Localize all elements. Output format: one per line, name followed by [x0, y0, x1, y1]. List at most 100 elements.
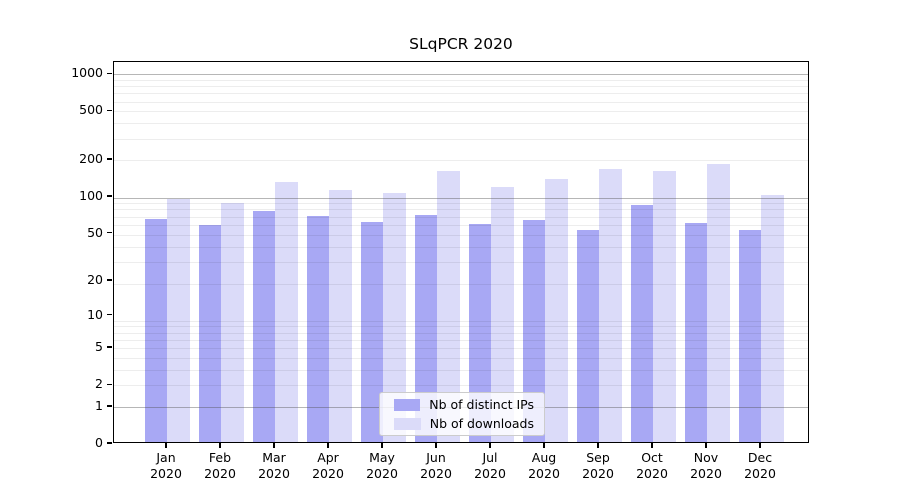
- x-tick-label: Dec 2020: [744, 450, 776, 481]
- gridline-minor: [114, 86, 808, 88]
- y-tick: [107, 158, 112, 160]
- y-tick-label: 0: [95, 435, 103, 450]
- y-tick-label: 10: [87, 306, 103, 322]
- bar-downloads-5: [383, 192, 406, 442]
- legend-label-downloads: Nb of downloads: [429, 416, 534, 431]
- gridline-minor: [114, 79, 808, 81]
- gridline-minor: [114, 283, 808, 285]
- x-tick-label: Mar 2020: [258, 450, 290, 481]
- y-tick-label: 20: [87, 272, 103, 288]
- x-tick: [597, 443, 599, 448]
- y-tick: [107, 231, 112, 234]
- x-tick-label: Feb 2020: [204, 450, 236, 481]
- x-tick: [651, 443, 653, 448]
- gridline-minor: [114, 234, 808, 236]
- x-tick: [435, 443, 437, 448]
- bar-ips-12: [738, 229, 761, 442]
- bar-downloads-2: [221, 203, 244, 442]
- gridline-minor: [114, 261, 808, 263]
- y-tick-label: 1000: [71, 65, 103, 81]
- bar-ips-11: [684, 222, 707, 442]
- x-tick: [705, 443, 707, 448]
- y-tick-label: 500: [79, 102, 103, 118]
- gridline-minor: [114, 339, 808, 341]
- bar-ips-3: [252, 210, 275, 442]
- x-tick: [219, 443, 221, 448]
- gridline-minor: [114, 357, 808, 359]
- legend-swatch-ips: [394, 398, 421, 411]
- gridline-minor: [114, 369, 808, 371]
- gridline-minor: [114, 326, 808, 328]
- gridline-minor: [114, 332, 808, 334]
- bar-ips-7: [468, 223, 491, 442]
- y-tick-label: 5: [95, 339, 103, 355]
- chart-title: SLqPCR 2020: [409, 35, 513, 53]
- y-tick: [107, 279, 112, 281]
- y-tick-label: 1: [95, 397, 103, 413]
- gridline-minor: [114, 385, 808, 387]
- plot-area: [113, 61, 809, 443]
- bar-downloads-1: [167, 199, 190, 442]
- bar-ips-8: [522, 220, 545, 442]
- legend: Nb of distinct IPs Nb of downloads: [379, 392, 545, 436]
- bar-downloads-4: [329, 190, 352, 442]
- gridline-minor: [114, 101, 808, 103]
- y-tick-label: 2: [95, 376, 103, 392]
- x-tick-label: Sep 2020: [582, 450, 614, 481]
- bar-downloads-9: [599, 168, 622, 442]
- x-tick-label: Oct 2020: [636, 450, 668, 481]
- y-tick-label: 100: [79, 188, 103, 204]
- x-tick-label: Jun 2020: [420, 450, 452, 481]
- x-tick-label: Jul 2020: [474, 450, 506, 481]
- gridline-minor: [114, 203, 808, 205]
- bar-downloads-12: [761, 195, 784, 442]
- y-tick: [107, 72, 112, 74]
- gridline-minor: [114, 123, 808, 125]
- y-tick: [107, 442, 112, 444]
- x-tick: [381, 443, 383, 448]
- x-tick: [489, 443, 491, 448]
- gridline-minor: [114, 138, 808, 140]
- legend-label-ips: Nb of distinct IPs: [429, 397, 534, 412]
- gridline-minor: [114, 216, 808, 218]
- bar-ips-9: [576, 229, 599, 442]
- bar-downloads-10: [653, 171, 676, 442]
- x-tick-label: Jan 2020: [150, 450, 182, 481]
- gridline-minor: [114, 320, 808, 322]
- y-tick: [107, 383, 112, 385]
- gridline-minor: [114, 348, 808, 350]
- bar-downloads-7: [491, 187, 514, 442]
- x-tick: [165, 443, 167, 448]
- x-tick-label: Apr 2020: [312, 450, 344, 481]
- gridline-minor: [114, 93, 808, 95]
- gridline-minor: [114, 160, 808, 162]
- y-tick: [107, 313, 112, 316]
- x-tick: [327, 443, 329, 448]
- gridline-minor: [114, 224, 808, 226]
- bar-ips-5: [360, 222, 383, 442]
- x-tick-label: Aug 2020: [528, 450, 560, 481]
- gridline-minor: [114, 209, 808, 211]
- gridline-major: [114, 74, 808, 76]
- y-tick: [107, 195, 112, 197]
- y-tick-label: 50: [87, 224, 103, 240]
- bar-ips-4: [306, 216, 329, 442]
- gridline-minor: [114, 246, 808, 248]
- x-tick: [543, 443, 545, 448]
- bar-downloads-3: [275, 182, 298, 442]
- x-tick: [759, 443, 761, 448]
- legend-swatch-downloads: [394, 417, 421, 430]
- bar-downloads-8: [545, 178, 568, 442]
- bar-downloads-11: [707, 163, 730, 442]
- legend-item-downloads: Nb of downloads: [394, 416, 534, 431]
- x-tick-label: May 2020: [366, 450, 398, 481]
- x-tick-label: Nov 2020: [690, 450, 722, 481]
- y-tick: [107, 346, 112, 348]
- bar-ips-1: [144, 219, 167, 442]
- y-tick: [107, 109, 112, 111]
- bar-ips-10: [630, 204, 653, 442]
- bar-downloads-6: [437, 171, 460, 442]
- gridline-minor: [114, 111, 808, 113]
- y-tick: [107, 405, 112, 407]
